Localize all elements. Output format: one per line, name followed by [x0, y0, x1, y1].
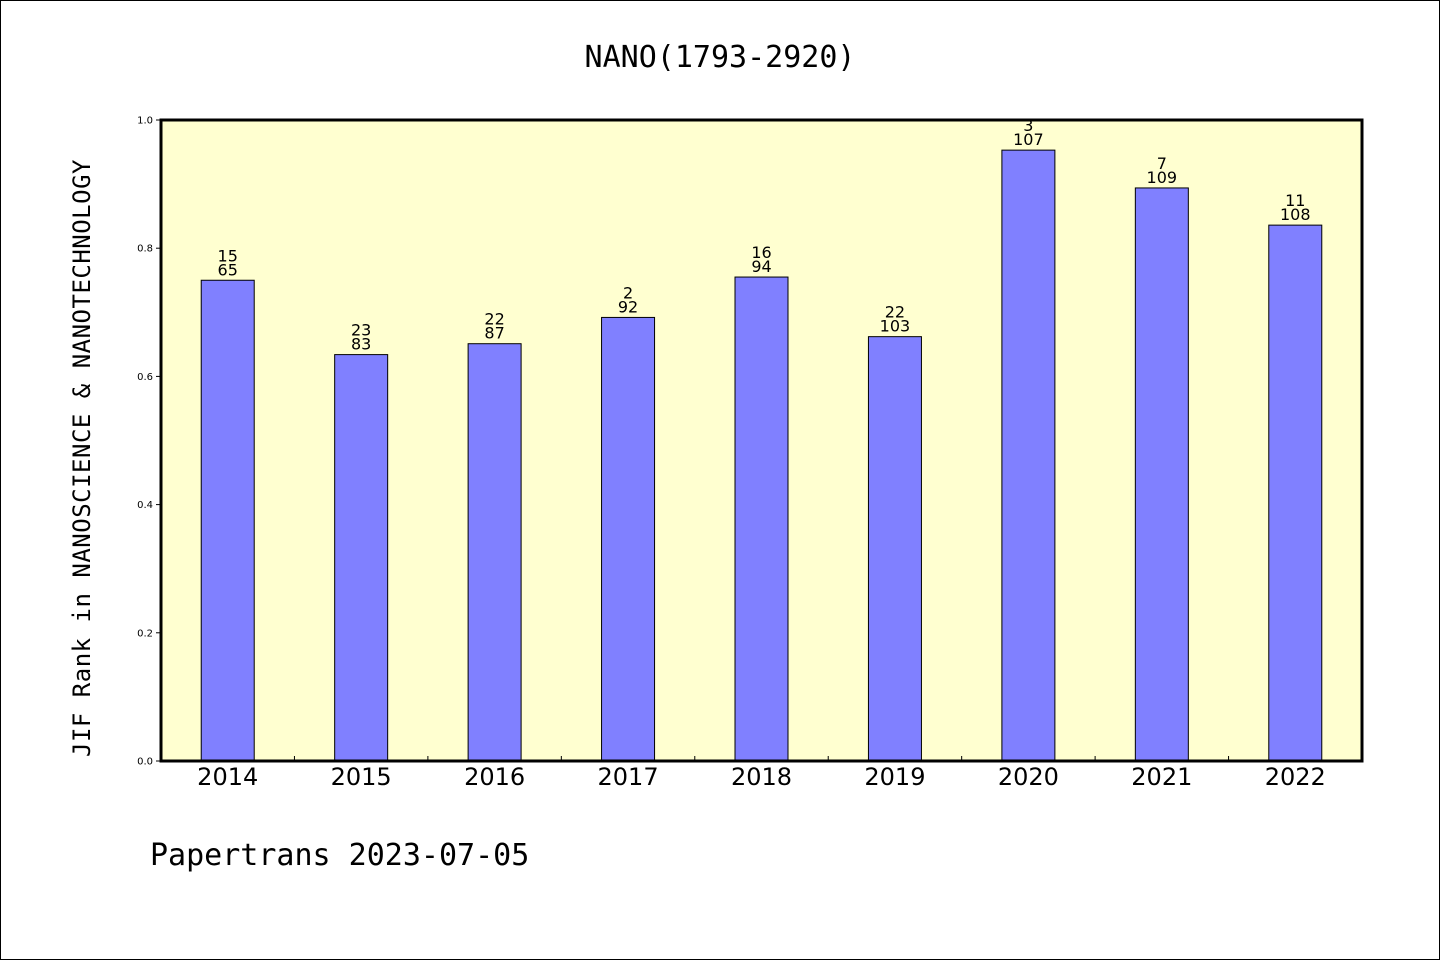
- y-tick-label: 1.0: [137, 116, 153, 127]
- data-label-rank: 11: [1285, 191, 1305, 210]
- x-axis: 2014 2015 2016 2017 2018 2019 2020 2021 2022: [197, 756, 1326, 791]
- x-tick-label: 2020: [998, 763, 1059, 791]
- x-tick-label: 2014: [197, 763, 258, 791]
- bar-2016: [467, 343, 522, 762]
- x-tick-label: 2017: [598, 763, 659, 791]
- data-label-rank: 3: [1023, 116, 1033, 135]
- y-tick-label: 0.2: [137, 628, 153, 639]
- data-label-total: 107: [1013, 130, 1044, 149]
- y-tick-label: 0.4: [137, 500, 153, 511]
- bar-2020: [1001, 149, 1056, 762]
- y-tick-label: 0.8: [137, 244, 153, 255]
- plot-border: [159, 118, 1364, 763]
- footer-credit: Papertrans 2023-07-05: [150, 838, 529, 873]
- x-tick-label: 2022: [1265, 763, 1326, 791]
- y-axis: 0.0 0.2 0.4 0.6 0.8 1.0: [137, 116, 161, 768]
- data-label-total: 108: [1280, 205, 1311, 224]
- y-axis-label: JIF Rank in NANOSCIENCE & NANOTECHNOLOGY: [68, 159, 96, 757]
- data-label-rank: 7: [1157, 154, 1167, 173]
- data-label-rank: 16: [751, 243, 771, 262]
- data-label-rank: 15: [218, 246, 238, 265]
- data-label-rank: 22: [484, 310, 504, 329]
- bar-2019: [867, 336, 922, 762]
- x-tick-label: 2016: [464, 763, 525, 791]
- x-tick-label: 2018: [731, 763, 792, 791]
- data-label-total: 92: [618, 297, 638, 316]
- data-label-total: 109: [1147, 168, 1178, 187]
- data-label-total: 94: [751, 257, 771, 276]
- bars-layer: [200, 149, 1323, 762]
- bar-2017: [601, 316, 656, 762]
- bar-2018: [734, 276, 789, 762]
- x-tick-label: 2021: [1131, 763, 1192, 791]
- data-label-total: 87: [484, 324, 504, 343]
- bar-2022: [1268, 224, 1323, 762]
- bar-2014: [200, 279, 255, 762]
- x-tick-label: 2015: [331, 763, 392, 791]
- data-label-rank: 2: [623, 283, 633, 302]
- y-tick-label: 0.6: [137, 372, 153, 383]
- x-tick-label: 2019: [864, 763, 925, 791]
- chart-title: NANO(1793-2920): [585, 40, 856, 75]
- bar-2015: [334, 354, 389, 762]
- data-label-rank: 22: [885, 303, 905, 322]
- data-label-rank: 23: [351, 321, 371, 340]
- data-label-total: 65: [218, 260, 238, 279]
- data-label-total: 103: [880, 317, 911, 336]
- data-label-total: 83: [351, 335, 371, 354]
- y-tick-label: 0.0: [137, 757, 153, 768]
- bar-2021: [1134, 187, 1189, 762]
